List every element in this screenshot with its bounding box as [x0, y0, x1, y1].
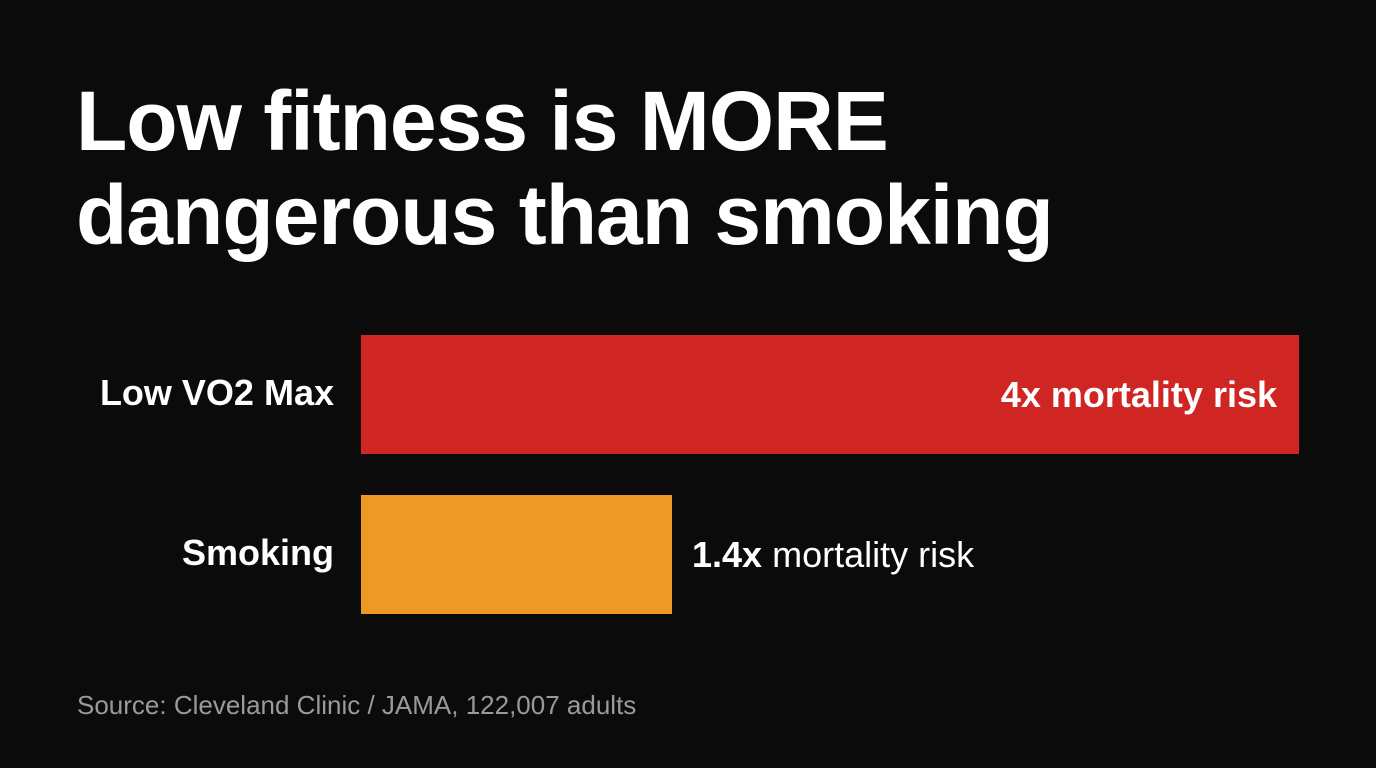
value-label-low-vo2-max: 4x mortality risk: [1000, 374, 1277, 415]
value-label-smoking: 1.4x mortality risk: [692, 495, 974, 614]
bar-low-vo2-max: 4x mortality risk: [361, 335, 1299, 454]
title-line-2: dangerous than smoking: [76, 168, 1054, 262]
value-multiplier-smoking: 1.4x: [692, 534, 763, 575]
value-text-smoking: mortality risk: [762, 534, 975, 575]
chart-title: Low fitness is MORE dangerous than smoki…: [76, 74, 1054, 262]
category-label-smoking: Smoking: [181, 532, 334, 573]
source-note: Source: Cleveland Clinic / JAMA, 122,007…: [77, 690, 637, 720]
bar-smoking: [361, 495, 672, 614]
title-line-1: Low fitness is MORE: [76, 74, 889, 168]
category-label-low-vo2-max: Low VO2 Max: [99, 372, 334, 413]
